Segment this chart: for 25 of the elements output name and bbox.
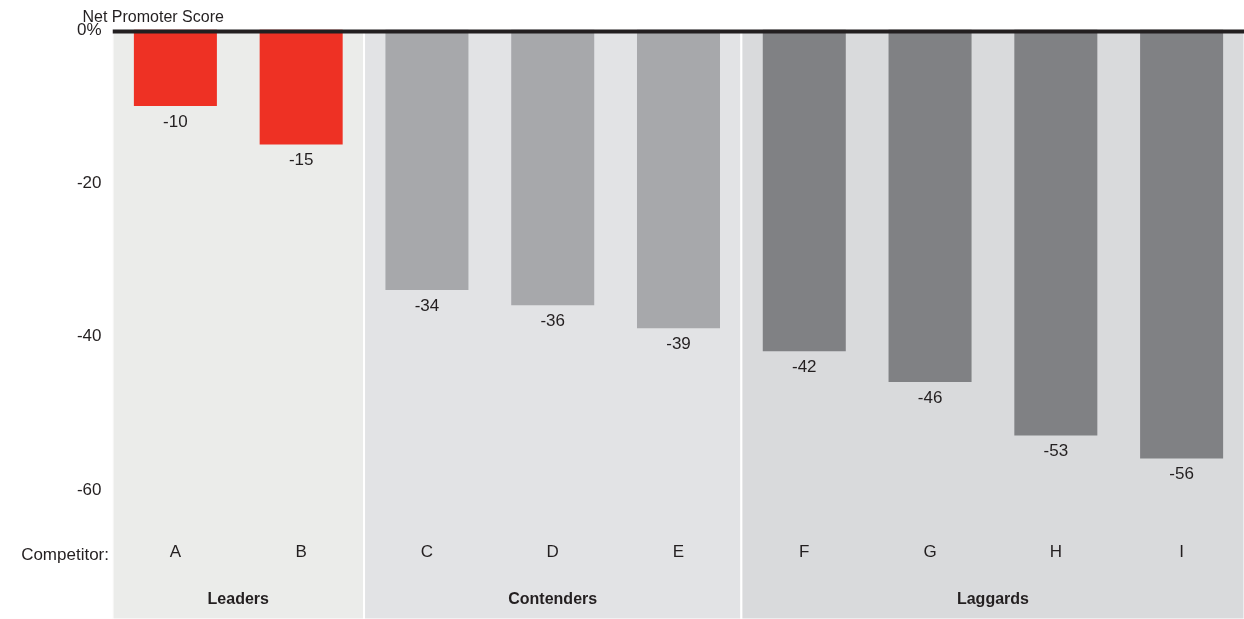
x-tick-label: H [1049, 542, 1062, 562]
y-tick-label: -60 [76, 479, 102, 499]
data-label: -42 [791, 357, 817, 377]
x-tick-label: G [923, 542, 937, 562]
data-label: -56 [1169, 464, 1194, 484]
data-label: -15 [288, 150, 314, 170]
x-tick-label: E [672, 542, 685, 562]
y-tick-label: -20 [76, 173, 102, 193]
x-tick-label: A [169, 542, 182, 562]
x-tick-label: F [799, 542, 810, 562]
data-label: -36 [540, 311, 566, 331]
x-axis-title: Competitor: [21, 544, 109, 566]
band-label: Contenders [508, 590, 598, 608]
data-label: -34 [414, 295, 440, 315]
band-label: Leaders [207, 590, 270, 608]
x-tick-label: B [295, 542, 307, 562]
y-tick-label: -40 [76, 326, 102, 346]
x-tick-label: I [1179, 542, 1184, 562]
data-label: -46 [917, 387, 943, 407]
x-tick-label: C [420, 542, 434, 562]
data-label: -53 [1043, 441, 1069, 461]
x-tick-label: D [546, 542, 559, 562]
data-label: -39 [666, 334, 691, 354]
band-label: Laggards [956, 590, 1030, 608]
data-label: -10 [163, 111, 188, 131]
